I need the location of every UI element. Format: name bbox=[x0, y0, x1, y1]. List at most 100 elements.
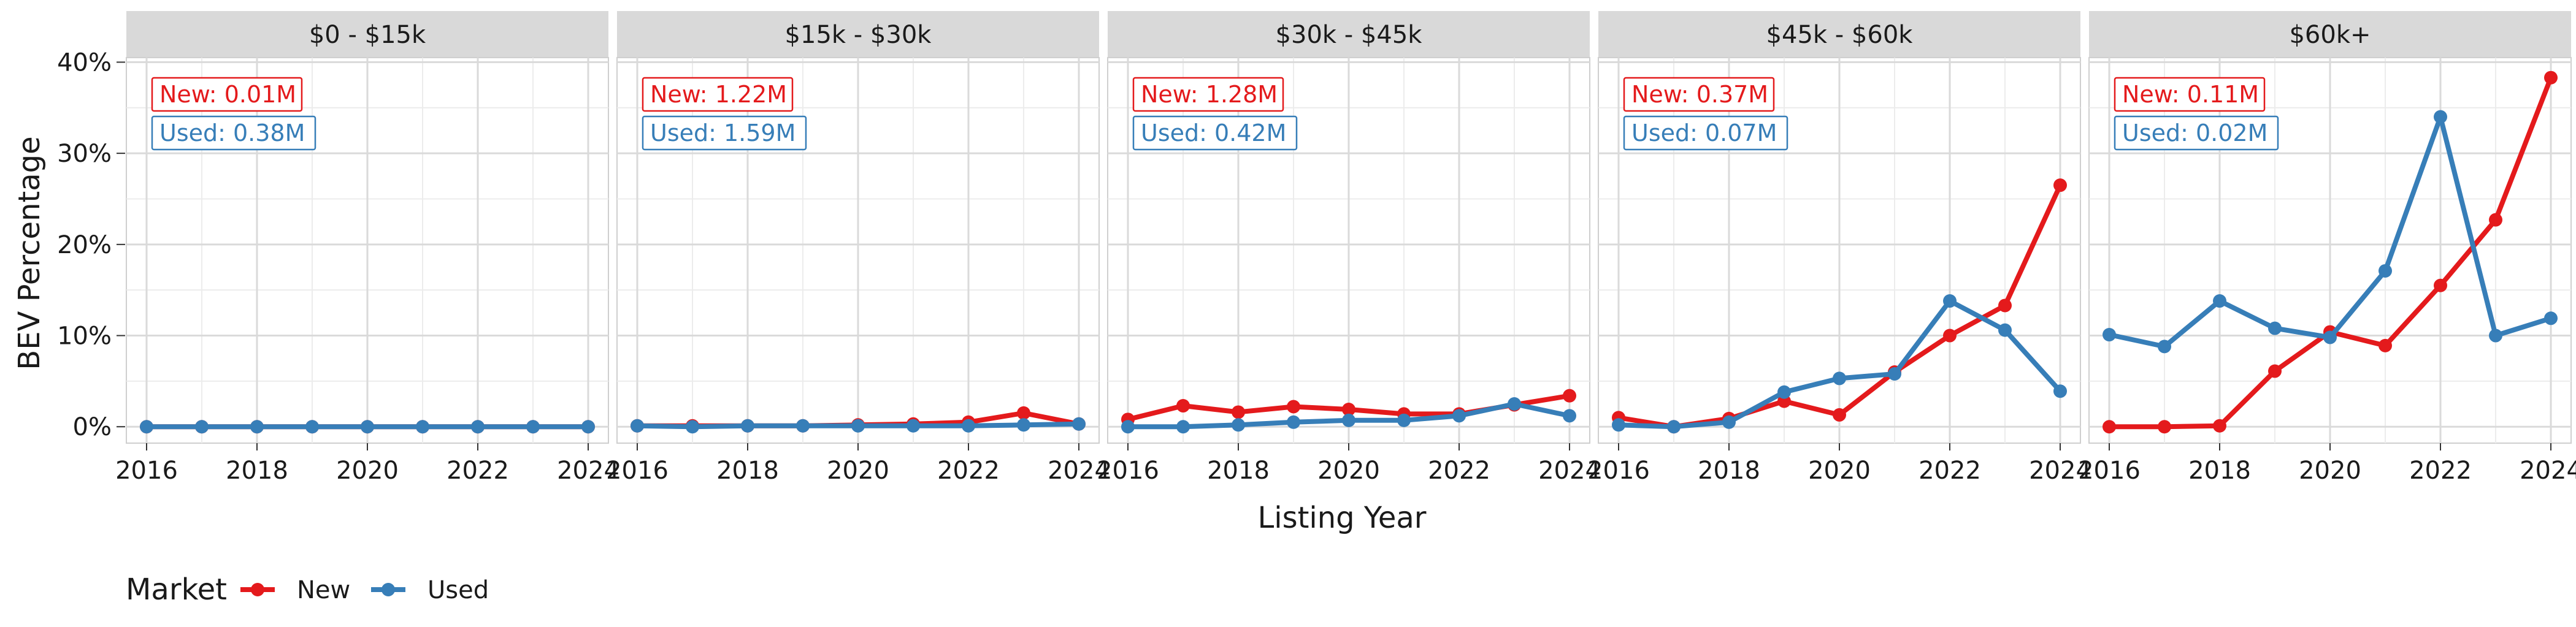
x-tick-label: 2022 bbox=[447, 457, 509, 485]
legend-title: Market bbox=[126, 572, 227, 607]
y-axis: 0% 10% 20% 30% 40% bbox=[57, 48, 125, 441]
data-point-new bbox=[1998, 298, 2012, 313]
annotation-new: New: 0.01M bbox=[151, 77, 303, 112]
x-tick-label: 2024 bbox=[2029, 457, 2091, 485]
x-axis-title: Listing Year bbox=[1257, 501, 1426, 535]
data-point-used bbox=[686, 420, 699, 434]
x-tick-label: 2020 bbox=[827, 457, 889, 485]
facet-strip-label: $45k - $60k bbox=[1766, 21, 1914, 49]
data-point-used bbox=[2103, 328, 2116, 342]
data-point-used bbox=[1232, 418, 1245, 432]
data-point-new bbox=[2103, 420, 2116, 434]
data-point-used bbox=[1943, 294, 1957, 308]
data-point-used bbox=[2489, 329, 2502, 343]
data-point-new bbox=[1833, 408, 1846, 422]
panels: $0 - $15k 2016 2018 2020 2022 2024 New: 0.01M U… bbox=[115, 11, 2576, 485]
annotation-new: New: 0.11M bbox=[2114, 77, 2266, 112]
data-point-used bbox=[907, 419, 920, 433]
data-point-used bbox=[1722, 415, 1736, 429]
data-point-used bbox=[1508, 397, 1521, 411]
facet-strip bbox=[1598, 11, 2080, 57]
x-tick-label: 2024 bbox=[1538, 457, 1601, 485]
annotation-new-box bbox=[642, 77, 794, 112]
annotation-used-text: Used: 0.07M bbox=[1631, 120, 1777, 146]
annotation-used-box bbox=[642, 115, 807, 151]
data-point-used bbox=[2268, 321, 2282, 335]
facet-strip bbox=[126, 11, 608, 57]
facet-panel: $0 - $15k 2016 2018 2020 2022 2024 New: 0.01M U… bbox=[115, 11, 619, 485]
annotation-used: Used: 0.38M bbox=[151, 115, 316, 151]
annotation-new: New: 0.37M bbox=[1623, 77, 1775, 112]
annotation-used: Used: 0.07M bbox=[1623, 115, 1788, 151]
y-tick-label: 0% bbox=[73, 413, 112, 441]
data-point-new bbox=[2544, 70, 2558, 85]
x-tick-label: 2020 bbox=[1808, 457, 1871, 485]
facet-strip bbox=[1108, 11, 1590, 57]
annotation-used: Used: 0.02M bbox=[2114, 115, 2279, 151]
x-tick-label: 2016 bbox=[606, 457, 669, 485]
x-tick-label: 2022 bbox=[937, 457, 1000, 485]
annotation-new-text: New: 0.11M bbox=[2122, 81, 2259, 108]
legend: Market New Used bbox=[126, 572, 489, 607]
data-point-new bbox=[1943, 329, 1957, 343]
y-tick-label: 10% bbox=[57, 322, 112, 351]
data-point-new bbox=[1017, 406, 1030, 420]
data-point-used bbox=[581, 420, 595, 434]
data-point-new bbox=[2053, 178, 2067, 192]
annotation-new-box bbox=[151, 77, 303, 112]
data-point-new bbox=[2379, 338, 2392, 352]
x-tick-label: 2024 bbox=[557, 457, 619, 485]
annotation-used: Used: 0.42M bbox=[1132, 115, 1298, 151]
data-point-new bbox=[2158, 420, 2171, 434]
annotation-used-box bbox=[1132, 115, 1298, 151]
data-point-new bbox=[2434, 278, 2447, 292]
data-point-used bbox=[631, 419, 644, 433]
annotation-used-text: Used: 1.59M bbox=[650, 120, 795, 146]
x-tick-label: 2018 bbox=[2188, 457, 2251, 485]
data-point-used bbox=[1777, 385, 1791, 399]
y-tick-label: 40% bbox=[57, 48, 112, 77]
data-point-used bbox=[1287, 415, 1300, 429]
x-tick-label: 2018 bbox=[1207, 457, 1270, 485]
annotation-new: New: 1.22M bbox=[642, 77, 794, 112]
annotation-new-box bbox=[1132, 77, 1284, 112]
x-tick-label: 2016 bbox=[1587, 457, 1650, 485]
data-point-new bbox=[1176, 399, 1190, 413]
x-tick-label: 2024 bbox=[2520, 457, 2576, 485]
data-point-used bbox=[1563, 409, 1576, 423]
x-tick-label: 2024 bbox=[1048, 457, 1110, 485]
annotation-new-box bbox=[2114, 77, 2266, 112]
data-point-used bbox=[2544, 311, 2558, 325]
x-tick-label: 2018 bbox=[716, 457, 779, 485]
facet-strip-label: $0 - $15k bbox=[309, 21, 426, 49]
facet-panel: $15k - $30k 2016 2018 2020 2022 2024 New: 1.22… bbox=[606, 11, 1110, 485]
x-tick-label: 2016 bbox=[115, 457, 178, 485]
facet-strip-label: $15k - $30k bbox=[785, 21, 932, 49]
facet-panel: $60k+ 2016 2018 2020 2022 2024 New: 0.11M Used:… bbox=[2078, 11, 2576, 485]
y-tick-label: 20% bbox=[57, 231, 112, 259]
data-point-new bbox=[2489, 213, 2502, 227]
data-point-used bbox=[195, 420, 209, 434]
facet-panel: $30k - $45k 2016 2018 2020 2022 2024 New: 1.28… bbox=[1097, 11, 1601, 485]
annotation-used-text: Used: 0.42M bbox=[1141, 120, 1286, 146]
y-tick-label: 30% bbox=[57, 140, 112, 168]
x-tick-label: 2022 bbox=[2409, 457, 2472, 485]
x-tick-label: 2022 bbox=[1428, 457, 1490, 485]
data-point-used bbox=[1397, 413, 1411, 427]
data-point-new bbox=[2213, 419, 2226, 433]
annotation-used-text: Used: 0.38M bbox=[159, 120, 305, 146]
annotation-new-text: New: 0.37M bbox=[1631, 81, 1768, 108]
data-point-new bbox=[1287, 400, 1300, 414]
x-tick-label: 2016 bbox=[2078, 457, 2141, 485]
data-point-used bbox=[2434, 110, 2447, 124]
data-point-used bbox=[2053, 384, 2067, 398]
facet-strip-label: $30k - $45k bbox=[1276, 21, 1423, 49]
x-tick-label: 2020 bbox=[1317, 457, 1380, 485]
data-point-used bbox=[1888, 367, 1901, 381]
data-point-used bbox=[1176, 420, 1190, 434]
legend-key-point bbox=[381, 583, 395, 596]
annotation-new: New: 1.28M bbox=[1132, 77, 1284, 112]
data-point-used bbox=[1121, 420, 1135, 434]
data-point-new bbox=[1563, 389, 1576, 403]
annotation-new-text: New: 1.28M bbox=[1141, 81, 1278, 108]
